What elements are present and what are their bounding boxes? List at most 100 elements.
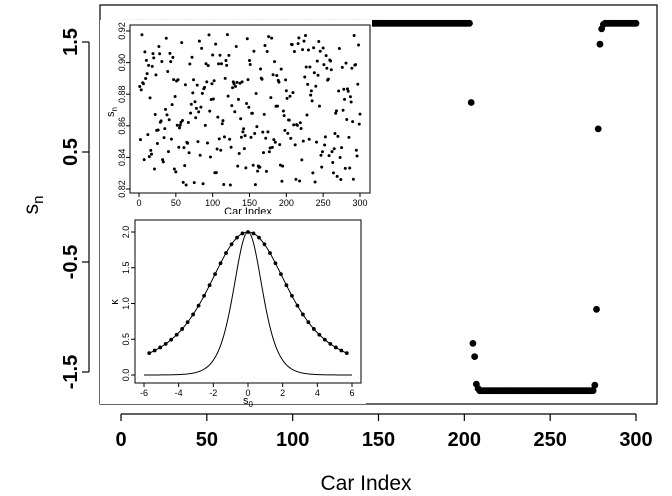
inset-bottom-x-axis-label: s0 [243,395,254,409]
inset-top-y-tick-label: 0.86 [117,117,127,135]
inset-top-point [232,82,236,86]
inset-top-point [343,166,347,170]
inset-top-point [189,111,193,115]
main-x-tick-label: 150 [362,429,395,451]
inset-top-point [229,145,233,149]
inset-top-point [187,151,191,155]
inset-bottom-marker [185,320,190,325]
inset-bottom-plot: -6 -4 -2 0 2 4 6 0.0 0.5 1.0 1.5 2.0 s0 κ [100,214,366,409]
inset-top-point [201,182,205,186]
inset-bottom-marker [311,327,316,331]
inset-top-point [211,97,215,101]
inset-top-point [320,165,324,169]
inset-top-point [224,59,228,63]
inset-top-point [236,164,240,168]
inset-top-point [197,110,201,114]
inset-bottom-marker [191,312,196,317]
inset-top-point [239,117,243,121]
inset-top-point [183,83,187,87]
inset-top-point [357,122,361,126]
inset-top-point [200,91,204,95]
inset-top-point [249,135,253,139]
main-y-axis-label: sn [20,196,47,215]
inset-top-point [180,119,184,123]
inset-top-point [295,123,299,127]
inset-top-point [158,52,162,56]
inset-top-point [272,138,276,142]
inset-top-point [258,165,262,169]
inset-top-x-tick-label: 0 [136,198,141,208]
inset-top-point [305,113,309,117]
inset-top-x-tick-label: 100 [205,198,220,208]
inset-top-point [149,148,153,152]
inset-top-point [210,82,214,86]
main-point [466,19,473,27]
inset-top-point [345,118,349,122]
inset-bottom-marker [163,341,168,346]
inset-top-point [247,105,251,109]
inset-top-point [148,96,152,100]
inset-top-point [323,143,327,147]
inset-bottom-marker [152,348,157,353]
inset-bottom-marker [235,235,239,240]
inset-top-point [151,52,155,56]
inset-top-point [166,70,170,74]
inset-bottom-series [144,230,352,376]
inset-top-point [217,62,221,66]
inset-top-point [243,134,247,138]
inset-top-point [281,164,285,168]
inset-top-point [331,171,335,175]
inset-top-point [256,169,260,173]
main-x-tick-label: 300 [619,429,652,451]
inset-top-point [345,87,349,91]
inset-top-point [315,59,319,63]
inset-top-y-axis-label: sn [105,107,119,117]
inset-top-point [339,177,343,181]
inset-top-point [189,102,193,106]
inset-top-point [356,82,360,86]
inset-top-x-tick-label: 250 [316,198,331,208]
inset-bottom-y-tick-label: 2.0 [121,226,131,239]
inset-top-point [236,97,240,101]
inset-top-point [245,101,249,105]
inset-top-series [138,33,362,187]
inset-top-point [235,80,239,84]
inset-top-point [343,97,347,101]
inset-top-point [337,46,341,50]
inset-top-point [228,137,232,141]
inset-top-point [308,65,312,69]
inset-top-point [326,77,330,81]
inset-top-point [270,36,274,40]
inset-top-point [220,62,224,66]
inset-bottom-marker [202,293,206,298]
inset-top-point [348,95,352,99]
inset-top-point [265,49,269,53]
inset-bottom-marker [240,231,245,236]
inset-top-point [329,59,333,63]
inset-top-point [290,43,294,47]
inset-top-point [144,58,148,62]
inset-top-point [310,99,314,103]
inset-bottom-x-axis: -6 -4 -2 0 2 4 6 [140,382,355,398]
inset-top-point [145,72,149,76]
inset-bottom-marker [273,261,278,266]
inset-top-point [331,160,335,164]
inset-top-point [325,66,329,70]
inset-top-point [208,109,212,113]
inset-top-point [313,180,317,184]
inset-top-point [292,50,296,54]
inset-top-point [312,46,316,50]
inset-top-point [238,81,242,85]
main-x-axis: 0 50 100 150 200 250 300 [115,413,653,451]
inset-bottom-marker [290,293,294,298]
inset-top-point [225,33,229,37]
inset-top-point [220,122,224,126]
inset-top-point [277,80,281,84]
inset-top-point [278,143,282,147]
main-x-tick-label: 0 [115,429,126,451]
inset-bottom-marker [268,251,272,255]
inset-top-point [291,91,295,95]
main-y-axis-label-base: s [20,204,43,215]
inset-top-point [223,76,227,80]
inset-top-point [234,84,238,88]
